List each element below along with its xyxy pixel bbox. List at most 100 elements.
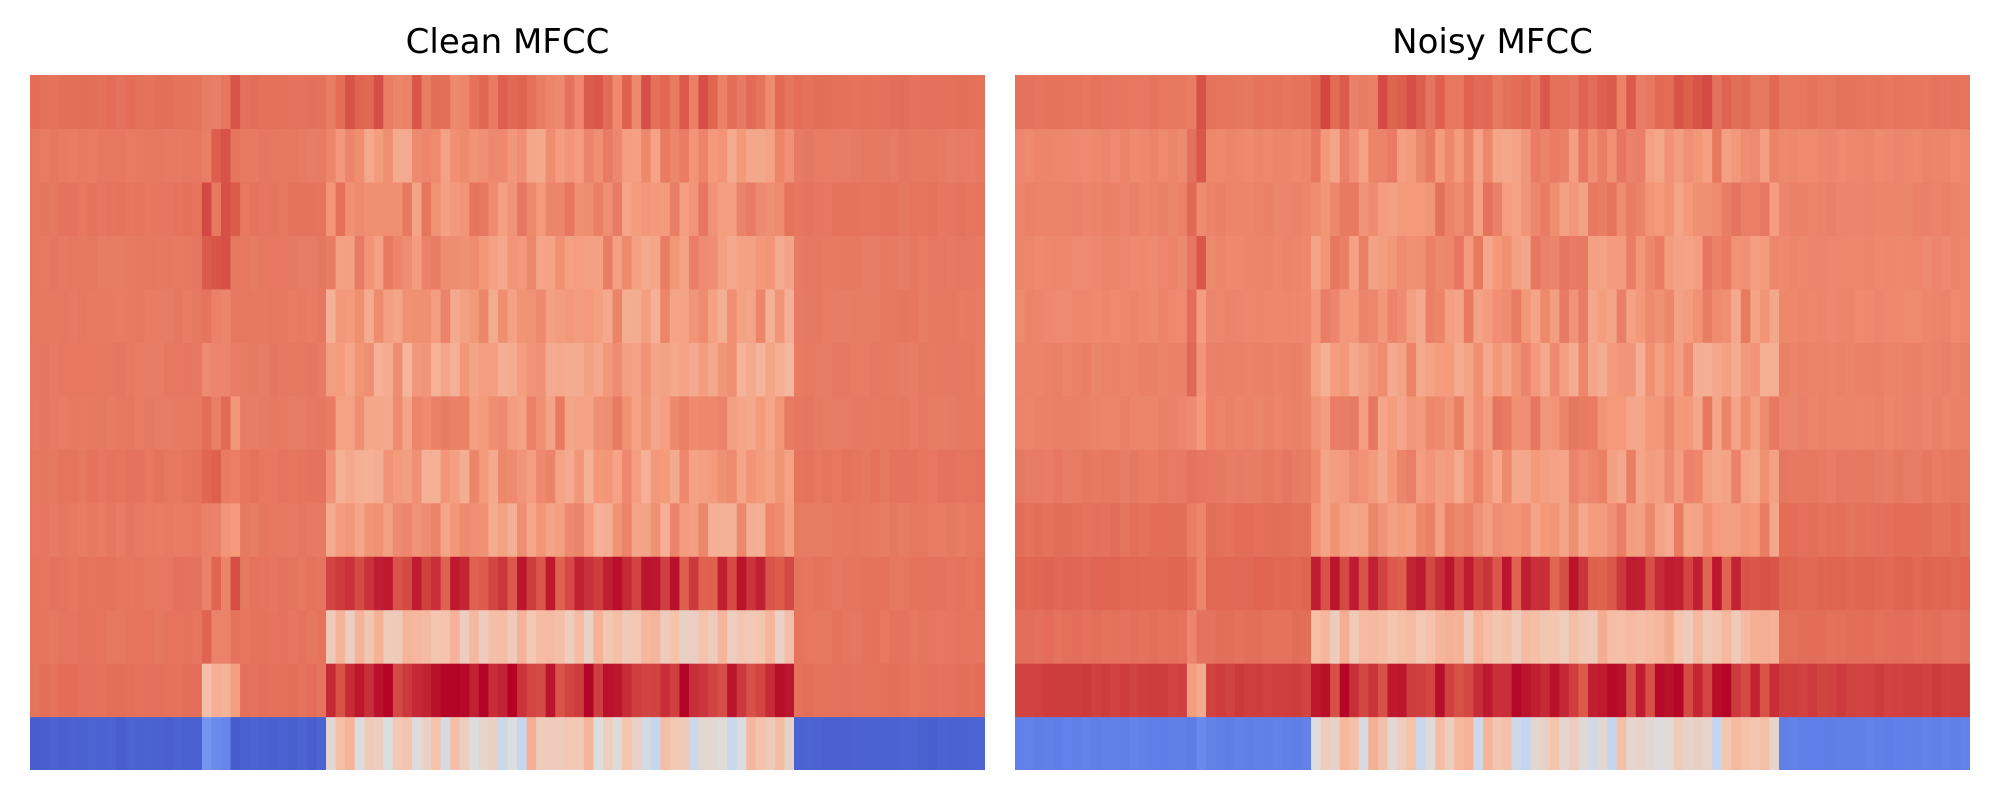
heatmap-cell [354, 449, 365, 504]
heatmap-cell [316, 395, 327, 450]
heatmap-cell [975, 128, 985, 183]
heatmap-cell [517, 395, 528, 450]
heatmap-cell [555, 449, 566, 504]
heatmap-cell [1120, 556, 1131, 611]
heatmap-cell [1234, 449, 1245, 504]
heatmap-cell [259, 395, 270, 450]
heatmap-cell [192, 395, 203, 450]
heatmap-cell [478, 235, 489, 290]
heatmap-cell [1320, 128, 1331, 183]
heatmap-cell [1225, 556, 1236, 611]
heatmap-cell [1435, 502, 1446, 557]
heatmap-cell [440, 128, 451, 183]
heatmap-cell [1559, 716, 1570, 770]
heatmap-cell [1912, 235, 1923, 290]
heatmap-cell [1253, 288, 1264, 343]
heatmap-cell [1588, 502, 1599, 557]
heatmap-cell [306, 235, 318, 290]
heatmap-cell [1559, 663, 1570, 718]
heatmap-cell [1664, 609, 1675, 664]
heatmap-cell [306, 128, 318, 183]
heatmap-cell [249, 556, 260, 611]
heatmap-cell [536, 716, 547, 770]
heatmap-cell [1234, 288, 1245, 343]
heatmap-cell [946, 502, 957, 557]
heatmap-cell [1874, 75, 1885, 130]
heatmap-cell [297, 502, 308, 557]
heatmap-cell [1521, 556, 1532, 611]
heatmap-cell [879, 716, 891, 770]
heatmap-cell [1597, 609, 1608, 664]
heatmap-cell [373, 235, 384, 290]
heatmap-cell [1482, 235, 1494, 290]
heatmap-cell [1291, 609, 1303, 664]
heatmap-cell [698, 288, 709, 343]
heatmap-cell [201, 342, 213, 397]
heatmap-cell [918, 395, 929, 450]
heatmap-cell [1492, 235, 1503, 290]
heatmap-cell [306, 449, 318, 504]
heatmap-cell [1654, 75, 1665, 130]
heatmap-cell [822, 502, 833, 557]
heatmap-cell [1845, 235, 1856, 290]
heatmap-cell [144, 342, 155, 397]
heatmap-cell [708, 288, 719, 343]
heatmap-cell [774, 181, 786, 236]
heatmap-cell [1626, 181, 1637, 236]
heatmap-cell [937, 449, 948, 504]
heatmap-cell [402, 128, 413, 183]
heatmap-cell [1807, 502, 1818, 557]
heatmap-cell [1024, 609, 1035, 664]
heatmap-cell [1263, 288, 1274, 343]
heatmap-cell [755, 181, 766, 236]
heatmap-cell [1091, 502, 1102, 557]
heatmap-cell [1253, 556, 1264, 611]
heatmap-cell [1492, 395, 1503, 450]
heatmap-cell [87, 75, 98, 130]
heatmap-cell [154, 288, 165, 343]
heatmap-cell [536, 128, 547, 183]
heatmap-cell [517, 128, 528, 183]
heatmap-cell [956, 395, 967, 450]
heatmap-cell [1024, 75, 1035, 130]
heatmap-cell [1607, 288, 1618, 343]
heatmap-cell [755, 449, 766, 504]
heatmap-cell [1120, 288, 1131, 343]
heatmap-cell [631, 663, 642, 718]
heatmap-cell [287, 235, 298, 290]
heatmap-cell [899, 556, 910, 611]
heatmap-cell [326, 128, 337, 183]
heatmap-cell [287, 395, 298, 450]
heatmap-cell [58, 609, 69, 664]
heatmap-cell [1702, 449, 1713, 504]
heatmap-cell [77, 449, 88, 504]
heatmap-cell [1091, 663, 1102, 718]
heatmap-cell [1244, 235, 1255, 290]
heatmap-cell [975, 288, 985, 343]
heatmap-cell [383, 556, 394, 611]
heatmap-cell [306, 716, 318, 770]
heatmap-cell [1196, 556, 1207, 611]
heatmap-cell [727, 181, 738, 236]
heatmap-cell [478, 609, 489, 664]
heatmap-cell [956, 663, 967, 718]
heatmap-cell [431, 235, 442, 290]
heatmap-cell [927, 716, 938, 770]
heatmap-cell [1597, 502, 1608, 557]
heatmap-cell [421, 395, 432, 450]
heatmap-cell [717, 128, 728, 183]
heatmap-cell [698, 395, 709, 450]
heatmap-cell [813, 502, 824, 557]
heatmap-cell [144, 449, 155, 504]
heatmap-cell [1435, 75, 1446, 130]
heatmap-cell [1788, 609, 1799, 664]
heatmap-cell [1454, 716, 1465, 770]
heatmap-cell [431, 181, 442, 236]
heatmap-cell [1588, 395, 1599, 450]
heatmap-cell [1874, 449, 1885, 504]
heatmap-cell [1444, 181, 1455, 236]
heatmap-cell [1960, 342, 1970, 397]
heatmap-cell [488, 288, 499, 343]
heatmap-cell [1864, 716, 1876, 770]
heatmap-cell [421, 556, 432, 611]
